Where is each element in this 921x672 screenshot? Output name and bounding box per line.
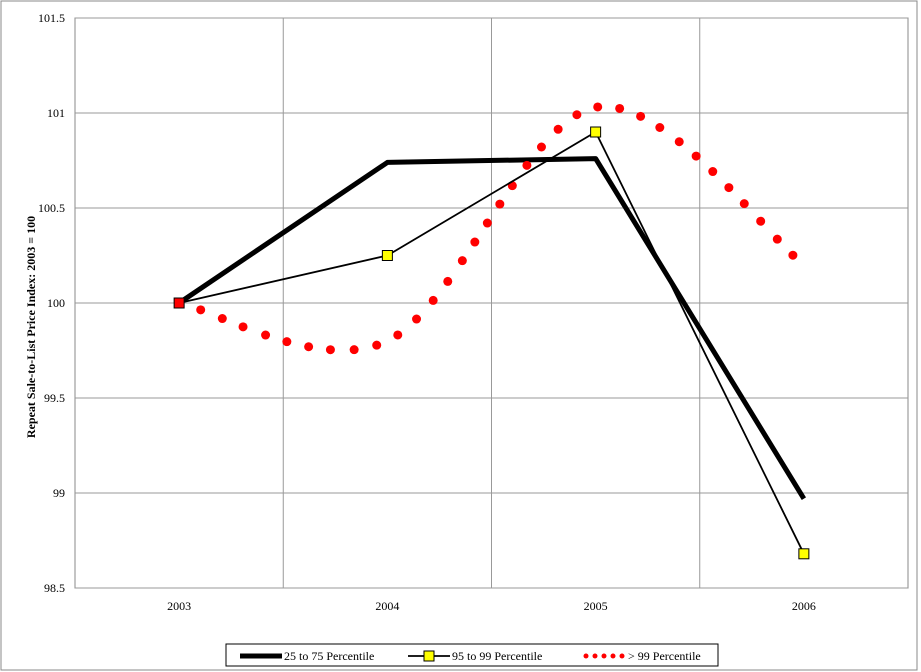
- legend-swatch-series-3-dot: [619, 653, 625, 659]
- series-3-dot: [495, 199, 505, 209]
- series-3-dot: [393, 330, 403, 340]
- series-3-dot: [261, 330, 271, 340]
- y-tick-label: 101.5: [38, 11, 65, 25]
- series-3-dot: [572, 110, 582, 120]
- grid-lines: [74, 17, 909, 589]
- series-3-dot: [536, 142, 546, 152]
- series-3-dot: [674, 137, 684, 147]
- series-3-dot: [325, 345, 335, 355]
- legend: 25 to 75 Percentile 95 to 99 Percentile > …: [225, 643, 719, 667]
- x-tick-label: 2005: [584, 599, 608, 613]
- x-tick-label: 2004: [375, 599, 399, 613]
- series-3-dot: [553, 124, 563, 134]
- series-3-dot: [372, 340, 382, 350]
- series-3-dot: [349, 345, 359, 355]
- x-tick-label: 2003: [167, 599, 191, 613]
- series-3-dot: [788, 250, 798, 260]
- legend-swatch-series-3-dot: [592, 653, 598, 659]
- legend-swatch-series-3-dot: [601, 653, 607, 659]
- series-3-dot: [655, 123, 665, 133]
- y-tick-label: 100: [47, 296, 65, 310]
- y-tick-label: 100.5: [38, 201, 65, 215]
- series-3-dot: [756, 216, 766, 226]
- series-3-dot: [304, 342, 314, 352]
- y-tick-label: 99.5: [44, 391, 65, 405]
- series-3-dot: [196, 305, 206, 315]
- series-3-dot: [615, 103, 625, 113]
- series-3-dot: [282, 337, 292, 347]
- series-2-marker: [173, 297, 185, 309]
- series-3-dot: [238, 322, 248, 332]
- series-3-dot: [772, 234, 782, 244]
- y-tick-label: 99: [53, 486, 65, 500]
- series-3-dot: [412, 314, 422, 324]
- legend-label-series-2: 95 to 99 Percentile: [452, 649, 542, 663]
- series-3-dot: [691, 151, 701, 161]
- legend-label-series-1: 25 to 75 Percentile: [284, 649, 374, 663]
- series-3-dot: [708, 167, 718, 177]
- series-3-dot: [428, 295, 438, 305]
- series-3-dot: [739, 199, 749, 209]
- series-3-dot: [724, 183, 734, 193]
- series-2-marker: [798, 548, 810, 560]
- series-1-line: [177, 156, 807, 501]
- legend-swatch-series-3-dot: [583, 653, 589, 659]
- series-3-dot: [470, 237, 480, 247]
- y-axis-label: Repeat Sale-to-List Price Index: 2003 = …: [24, 216, 38, 438]
- series-2-line: [178, 130, 805, 555]
- legend-box: [225, 643, 719, 667]
- series-3-dot: [457, 256, 467, 266]
- series-3-dot: [636, 111, 646, 121]
- series-3-dot: [482, 218, 492, 228]
- series-3-dot: [522, 160, 532, 170]
- series-3-dot: [443, 276, 453, 286]
- x-tick-label: 2006: [792, 599, 816, 613]
- y-axis-tick-labels: 98.5 99 99.5 100 100.5 101 101.5: [38, 11, 65, 595]
- legend-swatch-series-3-dot: [610, 653, 616, 659]
- y-tick-label: 101: [47, 106, 65, 120]
- legend-marker-series-2: [423, 650, 435, 662]
- y-tick-label: 98.5: [44, 581, 65, 595]
- legend-label-series-3: > 99 Percentile: [628, 649, 701, 663]
- x-axis-tick-labels: 2003 2004 2005 2006: [167, 599, 816, 613]
- series-2-marker: [590, 126, 602, 138]
- series-2-marker: [381, 250, 393, 261]
- series-3-dot: [217, 314, 227, 324]
- series-3-dot: [593, 102, 603, 112]
- series-lines: [173, 102, 810, 560]
